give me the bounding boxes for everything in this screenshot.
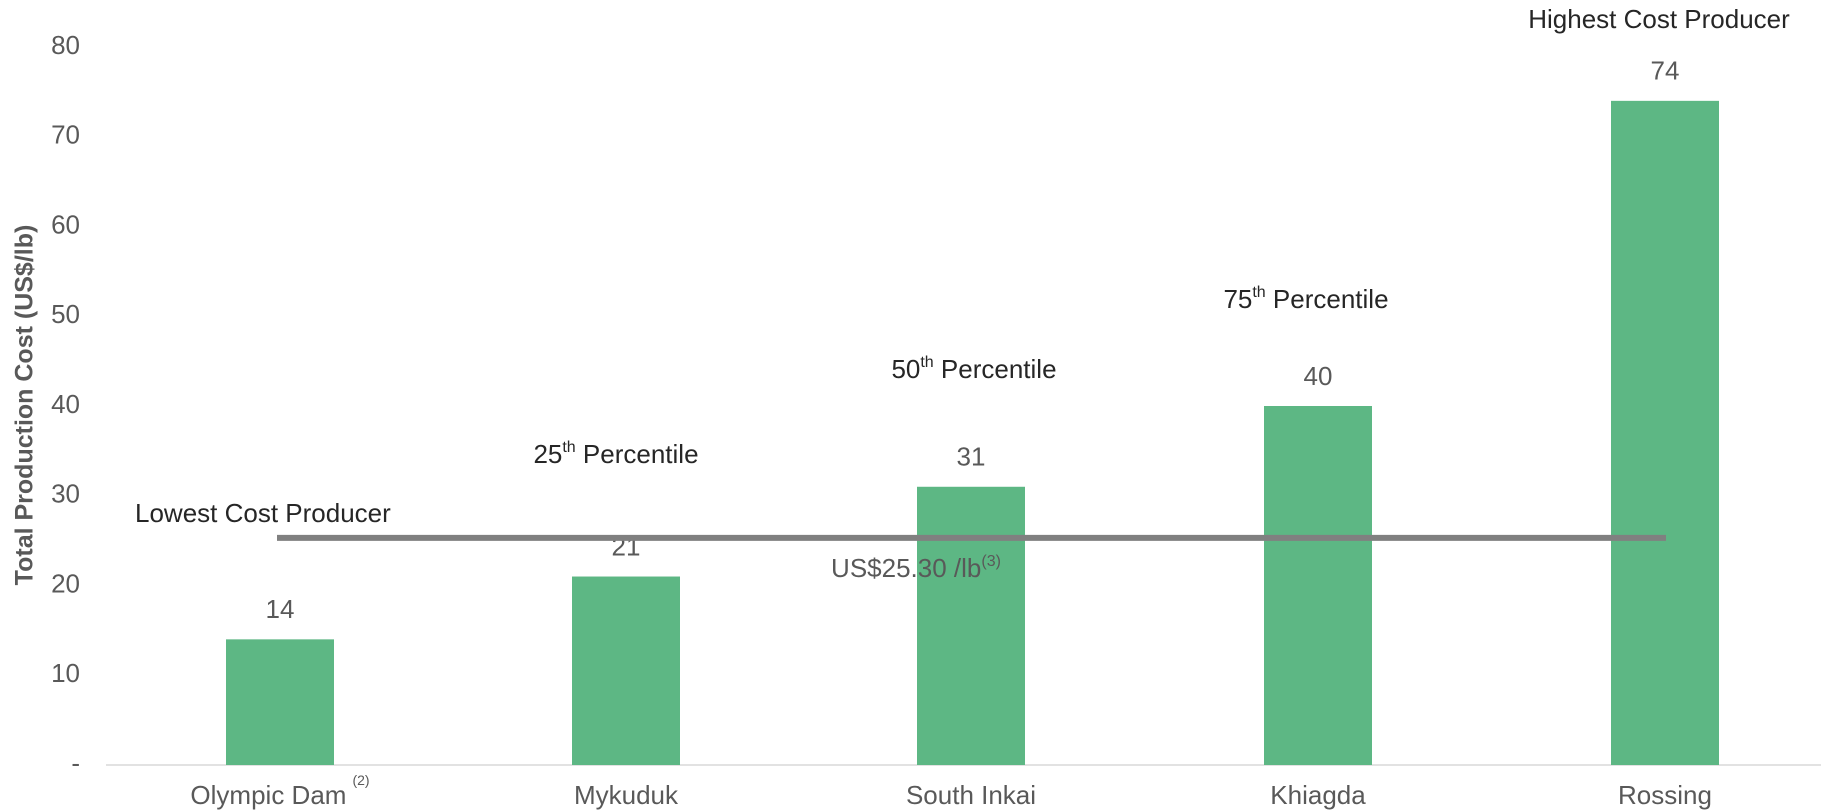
bar <box>1264 406 1372 765</box>
data-label: 31 <box>957 442 986 472</box>
x-tick-label: Khiagda <box>1270 780 1366 810</box>
annotation-text: Highest Cost Producer <box>1528 4 1790 34</box>
reference-value: US$25.30 /lb <box>831 553 981 583</box>
annotation-text: Percentile <box>934 354 1057 384</box>
y-axis-title: Total Production Cost (US$/lb) <box>11 225 39 586</box>
y-tick-label: 80 <box>51 30 80 60</box>
annotation-sup: th <box>1252 284 1265 301</box>
x-tick-label: Rossing <box>1618 780 1712 810</box>
y-tick-label: - <box>71 748 80 778</box>
annotation: 50th Percentile <box>891 354 1056 384</box>
annotation-text: 25 <box>533 439 562 469</box>
category-note: (2) <box>352 772 369 788</box>
data-label: 40 <box>1304 361 1333 391</box>
annotation: Highest Cost Producer <box>1528 4 1790 34</box>
category-name: Olympic Dam <box>190 780 346 810</box>
y-tick-label: 60 <box>51 209 80 239</box>
annotation: 25th Percentile <box>533 439 698 469</box>
bar <box>917 486 1025 765</box>
reference-label: US$25.30 /lb(3) <box>831 553 1001 583</box>
y-tick-label: 10 <box>51 658 80 688</box>
reference-note: (3) <box>981 553 1001 570</box>
annotation-text: Percentile <box>576 439 699 469</box>
category-name: Khiagda <box>1270 780 1366 810</box>
bar <box>226 639 334 765</box>
category-name: South Inkai <box>906 780 1036 810</box>
x-tick-label: South Inkai <box>906 780 1036 810</box>
annotation-text: Lowest Cost Producer <box>135 498 391 528</box>
annotation-text: 50 <box>891 354 920 384</box>
annotation-text: 75 <box>1223 284 1252 314</box>
y-tick-label: 30 <box>51 479 80 509</box>
bar <box>1611 100 1719 766</box>
annotation: Lowest Cost Producer <box>135 498 391 528</box>
bar <box>572 576 680 765</box>
y-tick-label: 50 <box>51 299 80 329</box>
y-tick-label: 40 <box>51 389 80 419</box>
annotation: 75th Percentile <box>1223 284 1388 314</box>
x-tick-label: Olympic Dam (2) <box>190 772 369 810</box>
annotation-sup: th <box>562 439 575 456</box>
data-label: 74 <box>1651 56 1680 86</box>
annotation-text: Percentile <box>1266 284 1389 314</box>
annotation-sup: th <box>920 354 933 371</box>
x-tick-label: Mykuduk <box>574 780 679 810</box>
y-tick-label: 70 <box>51 120 80 150</box>
y-tick-label: 20 <box>51 568 80 598</box>
category-name: Rossing <box>1618 780 1712 810</box>
category-name: Mykuduk <box>574 780 679 810</box>
data-label: 14 <box>266 594 295 624</box>
